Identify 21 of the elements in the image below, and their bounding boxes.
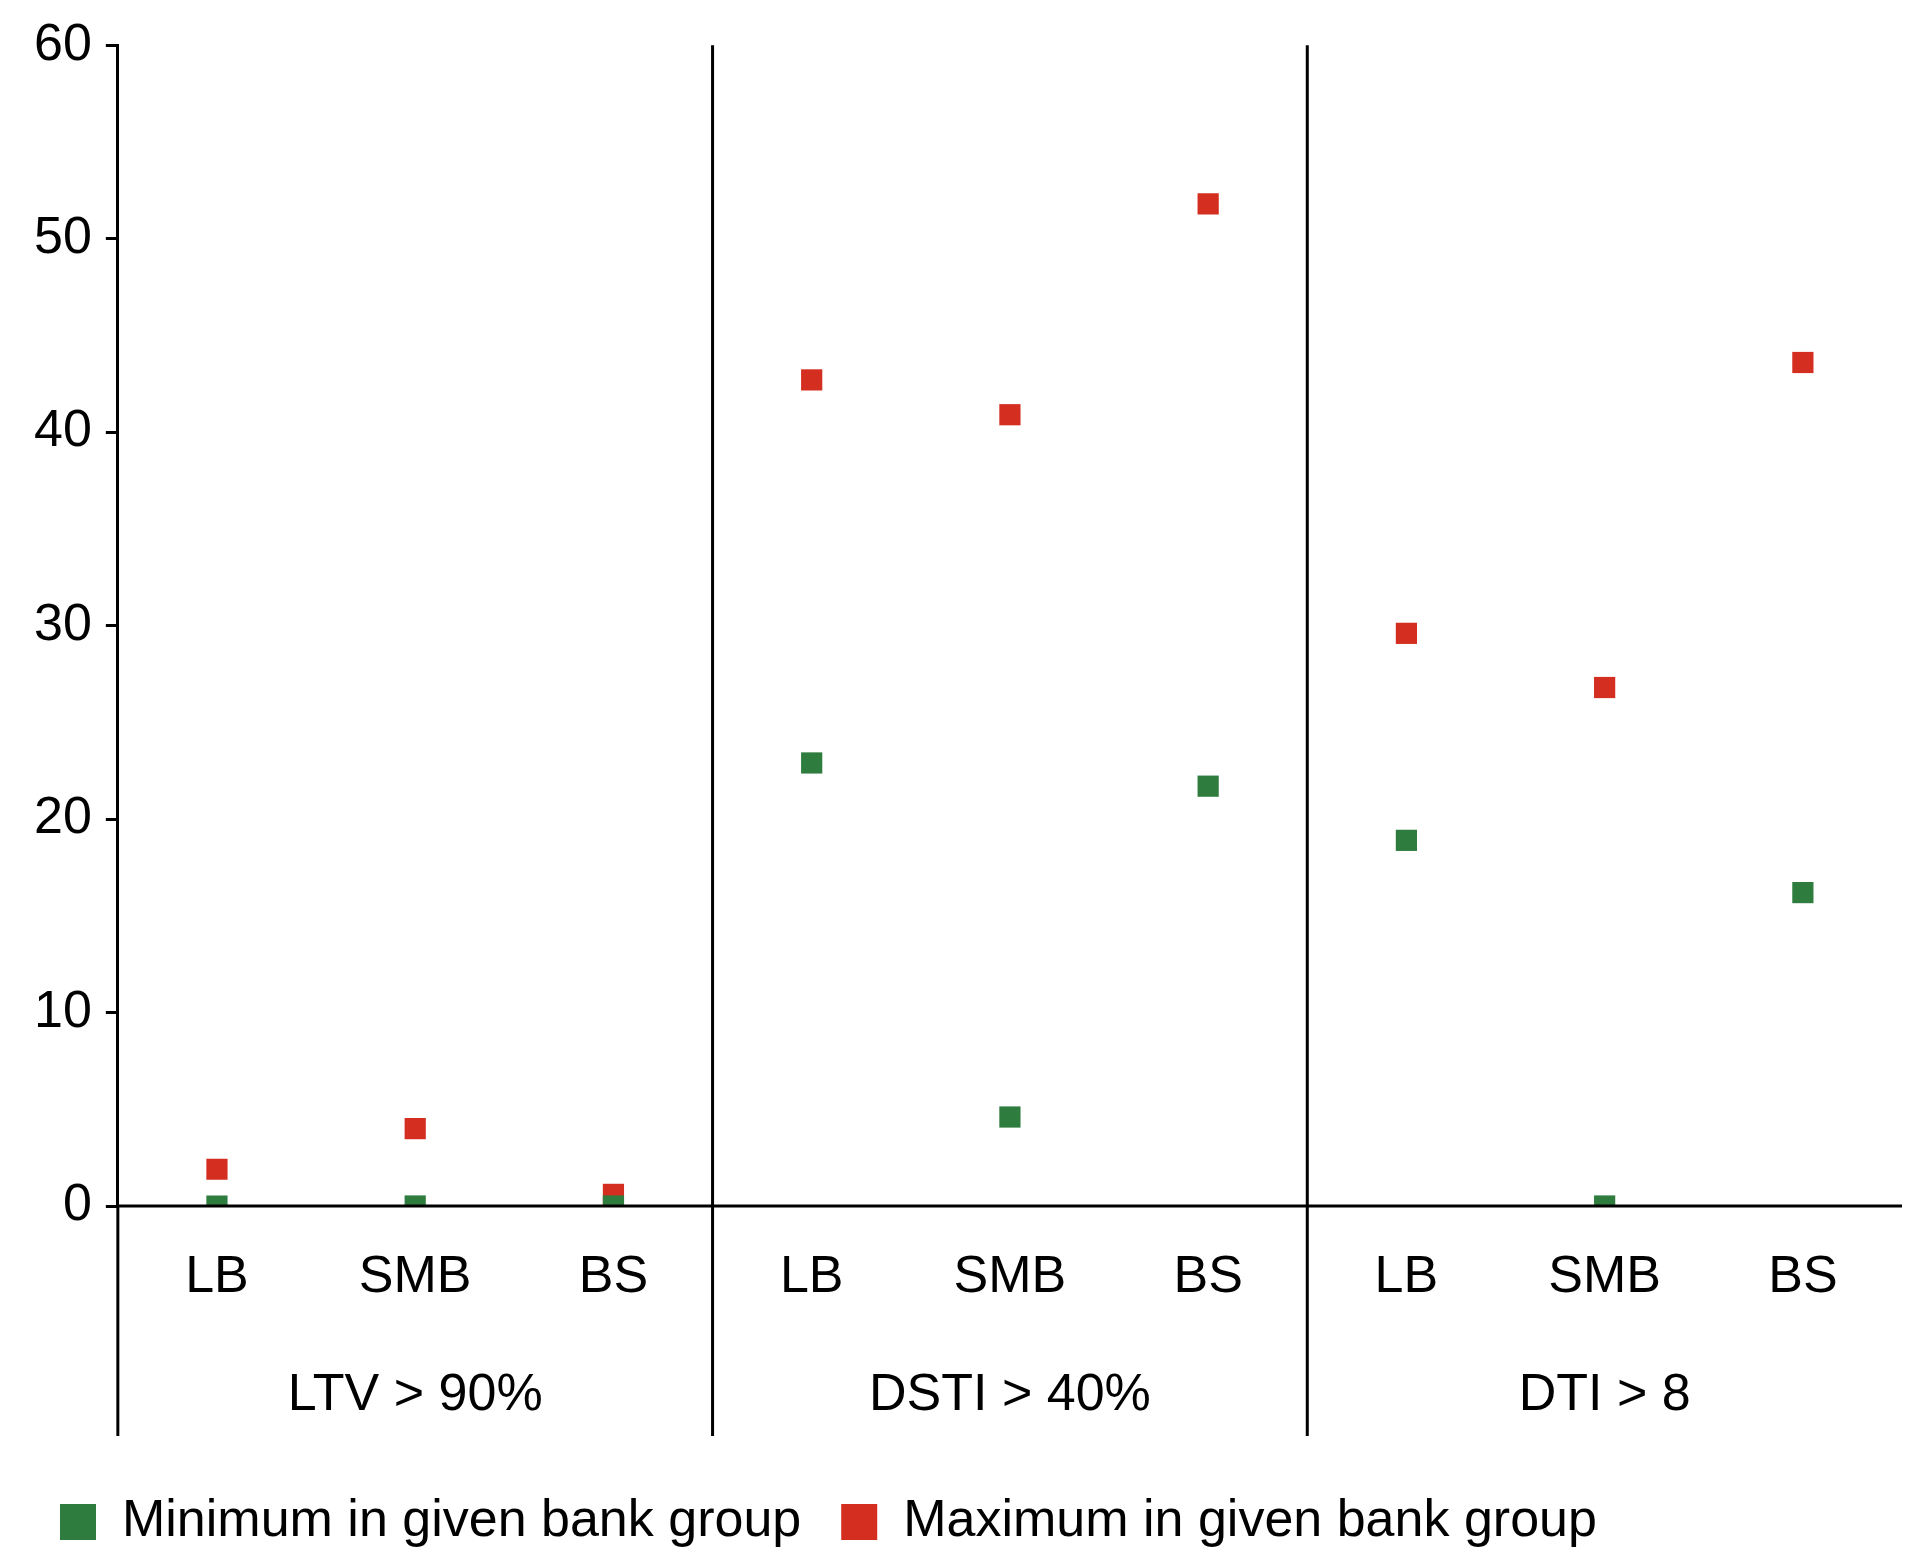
x-tick-label: LB (779, 1244, 844, 1303)
x-tick-label: LB (1374, 1244, 1439, 1303)
y-tick-label: 30 (34, 592, 92, 651)
x-tick-label: BS (1173, 1244, 1243, 1303)
x-tick-label: BS (1768, 1244, 1838, 1303)
y-tick-label: 20 (34, 786, 92, 845)
y-tick-label: 0 (62, 1173, 92, 1232)
legend-label: Maximum in given bank group (903, 1489, 1597, 1548)
legend-label: Minimum in given bank group (122, 1489, 802, 1548)
y-tick-label: 60 (34, 12, 92, 71)
y-tick-label: 10 (34, 979, 92, 1038)
x-tick-label: SMB (358, 1244, 472, 1303)
y-tick-label: 40 (34, 399, 92, 458)
text: DTI > 8 (1518, 1363, 1691, 1422)
x-tick-label: SMB (1548, 1244, 1661, 1303)
y-tick-label: 50 (34, 206, 92, 265)
x-tick-label: BS (578, 1244, 649, 1303)
x-tick-label: SMB (953, 1244, 1067, 1303)
x-tick-label: LB (185, 1244, 249, 1303)
text: DSTI > 40% (869, 1363, 1151, 1422)
text: LTV > 90% (287, 1363, 543, 1422)
